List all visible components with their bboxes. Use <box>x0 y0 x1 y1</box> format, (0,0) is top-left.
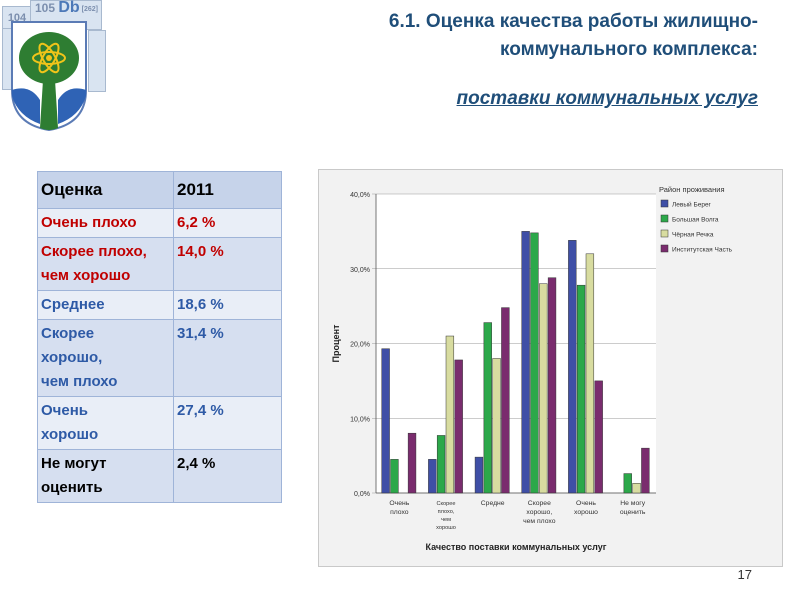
legend-entry: Большая Волга <box>672 217 719 224</box>
bar <box>547 277 557 494</box>
table-cell-rating-line: оценить <box>41 479 103 496</box>
logo-tile-main: 105 Db [262] <box>30 0 102 30</box>
x-tick-label: Средне <box>481 500 505 507</box>
bar <box>576 284 586 494</box>
y-tick-label: 20,0% <box>350 342 370 349</box>
bar <box>483 322 492 494</box>
table-cell-rating-line: Скорее плохо, <box>41 243 147 260</box>
bar <box>445 335 455 494</box>
table-cell-rating-line: Не могут <box>41 455 107 472</box>
bar <box>530 232 539 494</box>
table-cell-value: 31,4 % <box>173 319 282 397</box>
legend-entry: Институтская Часть <box>672 247 733 254</box>
table-row: Скорее плохо, чем хорошо 14,0 % <box>37 237 282 291</box>
coat-of-arms-icon <box>11 21 87 132</box>
y-tick-label: 30,0% <box>350 267 370 274</box>
table-cell-rating-line: Очень <box>41 402 88 419</box>
x-tick-label: хорошо <box>436 525 456 531</box>
slide-title-line-2: коммунального комплекса: <box>500 39 758 60</box>
bar <box>381 348 390 494</box>
x-tick-label: плохо, <box>438 509 455 515</box>
table-row: Не могут оценить 2,4 % <box>37 449 282 503</box>
slide-subtitle: поставки коммунальных услуг <box>456 88 758 109</box>
table-cell-rating: Очень хорошо <box>37 396 174 450</box>
x-tick-label: Скорее <box>437 501 456 507</box>
y-tick-label: 40,0% <box>350 192 370 199</box>
table-cell-value: 27,4 % <box>173 396 282 450</box>
table-cell-rating-line: Скорее <box>41 325 95 342</box>
legend-entry: Чёрная Речка <box>672 232 714 239</box>
x-tick-label: чем плохо <box>523 518 556 525</box>
table-cell-rating-line: Среднее <box>41 296 105 313</box>
table-row: Скорее хорошо, чем плохо 31,4 % <box>37 319 282 397</box>
table-row: Очень плохо 6,2 % <box>37 208 282 238</box>
bar <box>594 380 603 494</box>
page-number: 17 <box>737 567 752 582</box>
bar <box>407 432 417 494</box>
logo-tile-right <box>88 30 106 92</box>
legend-swatch <box>660 199 669 208</box>
table-cell-value: 2,4 % <box>173 449 282 503</box>
legend-swatch <box>660 229 669 238</box>
table-cell-rating: Скорее плохо, чем хорошо <box>37 237 174 291</box>
bar <box>428 459 437 494</box>
table-cell-rating-line: хорошо <box>41 426 99 443</box>
table-cell-rating: Не могут оценить <box>37 449 174 503</box>
x-tick-label: Не могу <box>620 500 646 507</box>
bar <box>390 459 399 494</box>
bar-chart: 0,0% 10,0% 20,0% 30,0% 40,0% Очень плохо Скорее… <box>331 185 733 552</box>
city-logo: 104 105 Db [262] <box>0 0 112 140</box>
table-cell-rating-line: чем плохо <box>41 373 118 390</box>
legend-title: Район проживания <box>659 185 725 194</box>
logo-tile-code: [262] <box>81 6 98 13</box>
table-cell-rating-line: Очень плохо <box>41 214 137 231</box>
table-cell-rating: Среднее <box>37 290 174 320</box>
table-cell-value: 18,6 % <box>173 290 282 320</box>
x-tick-label: хорошо, <box>526 509 552 516</box>
x-tick-label: Очень <box>576 500 596 507</box>
bar <box>436 435 446 494</box>
x-tick-label: Скорее <box>528 500 551 507</box>
x-tick-label: оценить <box>620 509 646 516</box>
legend-swatch <box>660 244 669 253</box>
bar <box>454 359 463 494</box>
bar <box>641 447 650 494</box>
bar <box>492 358 501 494</box>
table-row: Среднее 18,6 % <box>37 290 282 320</box>
x-tick-label: хорошо <box>574 509 598 516</box>
rating-table: Оценка 2011 Очень плохо 6,2 % Скорее плохо… <box>37 171 282 503</box>
logo-tile-db-text: Db <box>58 0 80 16</box>
table-cell-rating: Очень плохо <box>37 208 174 238</box>
bar <box>539 283 548 494</box>
table-cell-value: 6,2 % <box>173 208 282 238</box>
table-header-rating: Оценка <box>37 171 174 209</box>
slide-title-line-1: 6.1. Оценка качества работы жилищно- <box>388 11 758 32</box>
x-tick-label: плохо <box>390 509 409 516</box>
table-cell-rating: Скорее хорошо, чем плохо <box>37 319 174 397</box>
table-header-year: 2011 <box>173 171 282 209</box>
table-cell-rating-line: хорошо, <box>41 349 103 366</box>
table-cell-rating-line: чем хорошо <box>41 267 131 284</box>
bar <box>623 473 632 494</box>
bar <box>585 253 595 494</box>
chart-panel: 0,0% 10,0% 20,0% 30,0% 40,0% Очень плохо Скорее… <box>318 169 783 567</box>
x-tick-label: Очень <box>389 500 409 507</box>
y-tick-label: 0,0% <box>354 491 370 498</box>
legend-entry: Левый Берег <box>672 201 712 209</box>
bar <box>474 456 484 494</box>
bar <box>521 231 530 494</box>
y-axis-title: Процент <box>331 324 341 362</box>
logo-tile-main-text: 105 <box>35 1 56 15</box>
slide-title: 6.1. Оценка качества работы жилищно- ком… <box>198 8 758 64</box>
x-tick-label: чем <box>441 517 451 523</box>
x-axis-title: Качество поставки коммунальных услуг <box>425 542 606 552</box>
y-tick-label: 10,0% <box>350 416 370 423</box>
bar <box>632 483 641 494</box>
table-cell-value: 14,0 % <box>173 237 282 291</box>
bar <box>568 240 577 494</box>
legend-swatch <box>660 214 669 223</box>
table-header-row: Оценка 2011 <box>37 171 282 209</box>
bar <box>501 307 510 494</box>
table-row: Очень хорошо 27,4 % <box>37 396 282 450</box>
